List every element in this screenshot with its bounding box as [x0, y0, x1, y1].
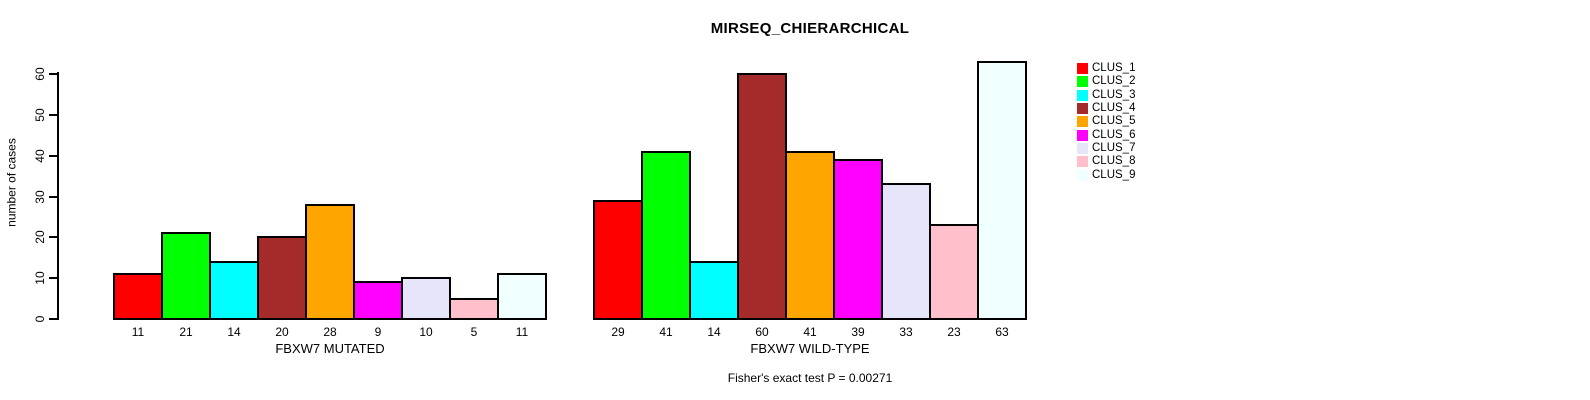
legend-item: CLUS_4 [1077, 102, 1135, 115]
bar-value-label: 29 [611, 325, 625, 339]
bar-value-label: 20 [275, 325, 289, 339]
legend-label: CLUS_6 [1092, 128, 1136, 141]
x-axis-label-wildtype: FBXW7 WILD-TYPE [750, 341, 870, 356]
legend-item: CLUS_8 [1077, 155, 1135, 168]
bar-value-label: 11 [131, 325, 145, 339]
bar-CLUS_3 [689, 261, 739, 320]
bar-CLUS_5 [785, 151, 835, 320]
legend-color-chip [1077, 76, 1088, 88]
bar-CLUS_1 [113, 273, 163, 320]
legend-label: CLUS_1 [1092, 62, 1136, 74]
y-tick [49, 195, 58, 198]
y-tick [49, 113, 58, 116]
legend-color-chip [1077, 156, 1088, 168]
bar-CLUS_3 [209, 261, 259, 320]
bar-CLUS_6 [353, 281, 403, 320]
y-axis-line [57, 72, 59, 320]
legend-item: CLUS_1 [1077, 62, 1135, 75]
bar-CLUS_8 [929, 224, 979, 320]
legend-color-chip [1077, 63, 1088, 74]
legend-item: CLUS_5 [1077, 115, 1135, 128]
bar-value-label: 60 [755, 325, 769, 339]
legend-label: CLUS_9 [1092, 168, 1136, 181]
x-axis-label-mutated: FBXW7 MUTATED [275, 341, 385, 356]
bar-CLUS_7 [881, 183, 931, 320]
legend-label: CLUS_8 [1092, 155, 1136, 168]
bar-value-label: 23 [947, 325, 961, 339]
bar-CLUS_2 [161, 232, 211, 320]
y-tick-label: 50 [33, 108, 47, 122]
legend-label: CLUS_7 [1092, 142, 1136, 155]
bar-CLUS_8 [449, 298, 499, 320]
legend-item: CLUS_6 [1077, 129, 1135, 142]
bar-CLUS_7 [401, 277, 451, 320]
legend-item: CLUS_7 [1077, 142, 1135, 155]
legend-color-chip [1077, 129, 1088, 141]
bar-value-label: 33 [899, 325, 913, 339]
legend-label: CLUS_3 [1092, 88, 1136, 101]
y-tick-label: 20 [33, 230, 47, 245]
chart-title: MIRSEQ_CHIERARCHICAL [710, 20, 910, 37]
bar-CLUS_1 [593, 200, 643, 320]
legend-color-chip [1077, 103, 1088, 115]
bar-value-label: 9 [374, 325, 382, 339]
legend-item: CLUS_2 [1077, 75, 1135, 88]
bar-value-label: 10 [419, 325, 433, 339]
bar-CLUS_6 [833, 159, 883, 320]
y-tick-label: 40 [33, 148, 47, 163]
bar-value-label: 63 [995, 325, 1009, 339]
legend-item: CLUS_3 [1077, 89, 1135, 102]
legend-label: CLUS_5 [1092, 115, 1136, 128]
bar-CLUS_4 [257, 236, 307, 320]
bar-value-label: 41 [659, 325, 673, 339]
bar-value-label: 5 [470, 325, 478, 339]
bar-CLUS_5 [305, 204, 355, 320]
y-axis-label: number of cases [4, 138, 19, 227]
y-tick-label: 30 [33, 189, 47, 204]
bar-CLUS_9 [497, 273, 547, 320]
bar-value-label: 14 [227, 325, 241, 339]
legend-color-chip [1077, 169, 1088, 181]
y-tick-label: 60 [33, 67, 47, 81]
bar-value-label: 41 [803, 325, 817, 339]
y-tick-label: 0 [33, 315, 47, 323]
y-tick-label: 10 [33, 271, 47, 285]
bar-value-label: 11 [515, 325, 529, 339]
bar-value-label: 39 [851, 325, 865, 339]
bar-CLUS_9 [977, 61, 1027, 320]
y-tick [49, 154, 58, 157]
legend-label: CLUS_4 [1092, 102, 1136, 115]
bar-value-label: 14 [707, 325, 721, 339]
y-tick [49, 277, 58, 280]
y-tick [49, 318, 58, 320]
y-tick [49, 73, 58, 75]
legend-color-chip [1077, 116, 1088, 128]
bar-value-label: 21 [179, 325, 193, 339]
bar-value-label: 28 [323, 325, 337, 339]
y-tick [49, 236, 58, 239]
legend-label: CLUS_2 [1092, 75, 1136, 88]
legend-item: CLUS_9 [1077, 169, 1135, 182]
bar-CLUS_4 [737, 73, 787, 320]
fisher-test-annotation: Fisher's exact test P = 0.00271 [727, 371, 893, 385]
bar-CLUS_2 [641, 151, 691, 320]
legend-color-chip [1077, 89, 1088, 101]
legend-color-chip [1077, 143, 1088, 155]
